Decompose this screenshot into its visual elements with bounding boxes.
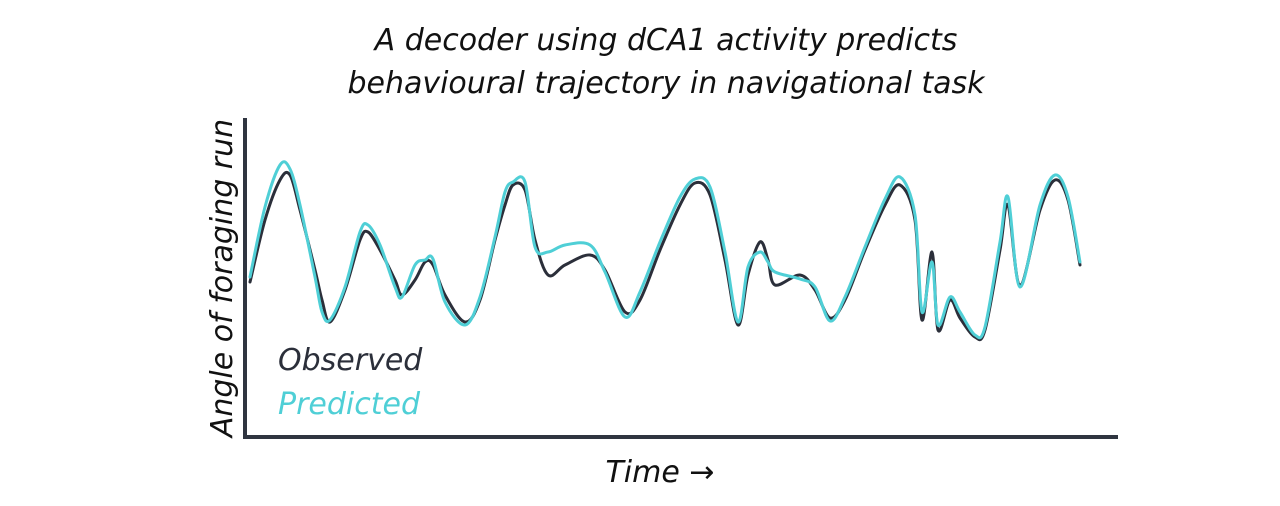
- legend-entry: Observed: [278, 343, 423, 378]
- legend-entry: Predicted: [278, 387, 421, 422]
- y-axis-label: Angle of foraging run: [205, 119, 240, 439]
- chart-title-line: A decoder using dCA1 activity predicts: [373, 23, 958, 58]
- axes: [243, 118, 1118, 439]
- series-line: [248, 160, 1082, 340]
- x-axis-label: Time →: [605, 455, 714, 490]
- chart-title-line: behavioural trajectory in navigational t…: [347, 66, 986, 101]
- series-line: [248, 170, 1082, 342]
